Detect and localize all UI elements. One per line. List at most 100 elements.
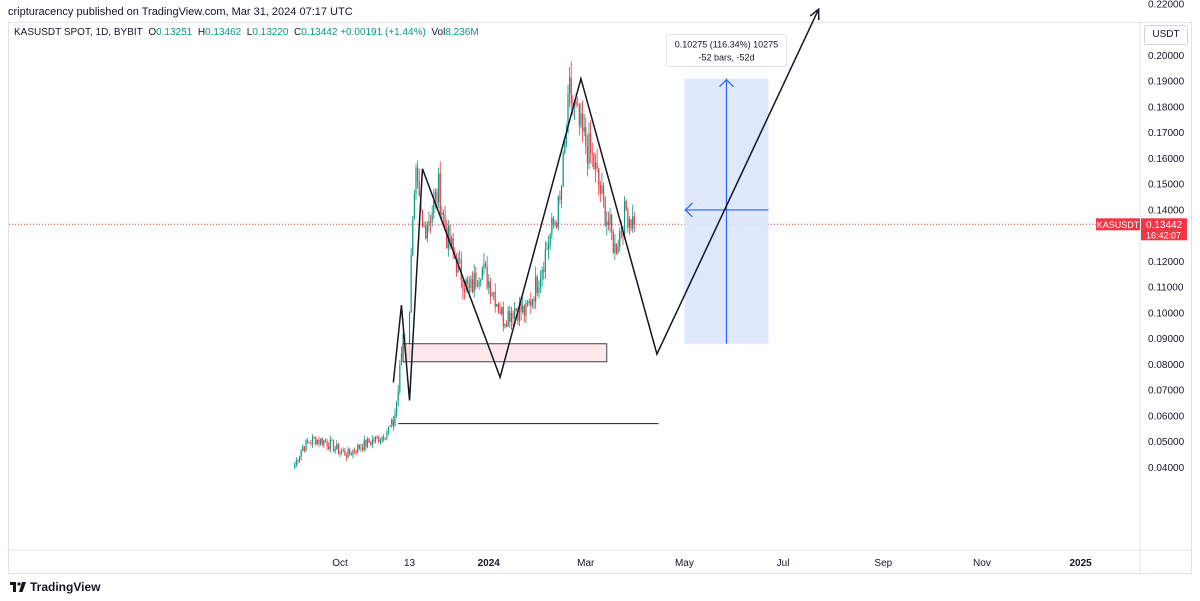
candle — [363, 435, 365, 452]
candle-body — [585, 127, 587, 147]
candle — [556, 220, 558, 230]
candle — [470, 275, 472, 293]
candle — [295, 457, 297, 468]
candle-body — [410, 255, 412, 313]
drawings-layer[interactable]: 0.10275 (116.34%) 10275 -52 bars, -52d — [392, 7, 820, 425]
candle-body — [342, 450, 344, 452]
candle-body — [497, 303, 500, 312]
symbol-legend[interactable]: KASUSDT SPOT, 1D, BYBIT O0.13251 H0.1346… — [14, 27, 479, 38]
candle — [499, 302, 501, 315]
candle-body — [627, 209, 629, 228]
candle — [334, 445, 336, 454]
candle-body — [326, 441, 328, 447]
candle-body — [518, 303, 521, 321]
y-tick-label: 0.18000 — [1148, 102, 1185, 113]
candle — [381, 436, 383, 444]
candle-body — [376, 436, 378, 438]
candle-body — [554, 222, 556, 225]
candle-body — [373, 439, 375, 442]
candle-body — [611, 214, 613, 232]
candle — [547, 235, 550, 260]
candle-body — [580, 113, 582, 126]
candle — [386, 429, 388, 441]
candle-body — [329, 439, 331, 449]
candle-body — [413, 193, 415, 219]
candle — [564, 140, 566, 155]
candle-body — [423, 225, 425, 227]
candle — [632, 204, 634, 233]
candle-body — [328, 446, 330, 449]
candle-body — [452, 238, 454, 251]
candle — [539, 270, 542, 294]
candle-body — [504, 324, 506, 327]
candle — [378, 435, 380, 444]
candle — [557, 194, 559, 231]
candle — [525, 300, 527, 324]
price-range-measure[interactable] — [684, 78, 769, 344]
projection-zigzag-path[interactable] — [392, 8, 820, 401]
tradingview-footer[interactable]: TradingView — [10, 580, 100, 594]
candle — [433, 189, 435, 220]
candle-body — [358, 444, 361, 449]
candle-body — [352, 450, 354, 456]
candle — [397, 384, 399, 407]
candle — [526, 299, 529, 308]
candle — [347, 446, 349, 459]
candle-body — [507, 310, 509, 327]
candle — [341, 448, 343, 455]
candle-body — [502, 306, 504, 327]
x-tick-label: Nov — [973, 558, 991, 569]
x-tick-label: May — [675, 558, 694, 569]
candle-body — [572, 103, 574, 106]
candle-body — [441, 212, 443, 216]
y-tick-label: 0.07000 — [1148, 386, 1185, 397]
candle-body — [514, 308, 516, 319]
candle — [352, 449, 354, 459]
candle — [300, 449, 302, 461]
candle — [370, 441, 372, 447]
candle — [543, 261, 545, 281]
candle-body — [494, 291, 496, 307]
candle — [601, 172, 603, 195]
candle — [357, 443, 359, 454]
candle-body — [484, 263, 487, 267]
candle-body — [559, 196, 561, 200]
candle-body — [570, 77, 572, 104]
candle-body — [515, 308, 517, 311]
candle-body — [315, 437, 317, 445]
candle — [452, 232, 454, 259]
candle-body — [531, 298, 534, 306]
y-tick-label: 0.10000 — [1148, 308, 1185, 319]
candle — [353, 447, 356, 455]
candle-body — [569, 77, 571, 94]
currency-button[interactable]: USDT — [1144, 25, 1188, 45]
candle — [538, 280, 540, 299]
candle — [486, 256, 488, 291]
candle — [611, 213, 613, 240]
candle-body — [530, 300, 532, 306]
candle — [463, 282, 466, 300]
candle-body — [593, 152, 595, 170]
candle-body — [552, 218, 555, 225]
legend-change: +0.00191 (+1.44%) — [340, 27, 426, 38]
legend-high: 0.13462 — [205, 27, 242, 38]
candle-body — [399, 365, 401, 392]
candle-body — [541, 269, 543, 279]
candle-body — [476, 286, 479, 288]
candle — [607, 211, 610, 231]
candle-body — [463, 290, 466, 291]
candle — [366, 437, 369, 448]
candle — [431, 204, 433, 227]
tradingview-logo-icon — [10, 582, 26, 592]
candle-body — [483, 263, 485, 269]
candle — [552, 216, 555, 229]
candle — [423, 221, 425, 228]
candle — [619, 227, 621, 252]
candle-body — [379, 440, 382, 443]
candle-body — [319, 438, 322, 444]
legend-open-label: O — [148, 27, 157, 38]
candle — [395, 401, 398, 418]
candle — [439, 161, 441, 217]
